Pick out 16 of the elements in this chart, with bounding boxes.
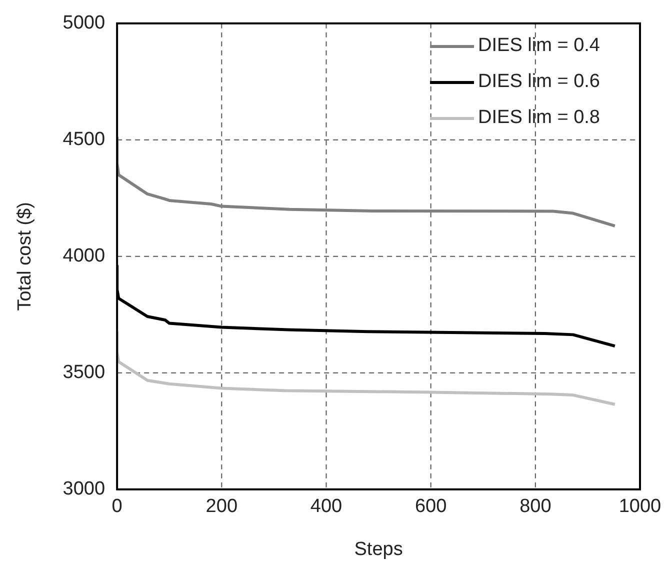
y-tick-label: 5000 <box>62 12 106 34</box>
legend-label: DIES lim = 0.4 <box>478 35 600 57</box>
x-tick-label: 0 <box>112 496 122 518</box>
x-tick-label: 200 <box>206 496 238 518</box>
y-tick-label: 3500 <box>62 362 106 384</box>
x-tick-label: 400 <box>310 496 342 518</box>
x-axis-title: Steps <box>354 538 403 560</box>
x-tick-label: 800 <box>520 496 552 518</box>
y-tick-label: 4500 <box>62 129 106 150</box>
legend-label: DIES lim = 0.8 <box>478 107 600 129</box>
x-tick-label: 1000 <box>618 496 662 518</box>
x-tick-label: 600 <box>414 496 447 518</box>
y-tick-label: 4000 <box>62 246 106 267</box>
legend-label: DIES lim = 0.6 <box>478 71 600 93</box>
y-axis-title: Total cost ($) <box>14 202 36 311</box>
y-tick-label: 3000 <box>62 478 106 500</box>
